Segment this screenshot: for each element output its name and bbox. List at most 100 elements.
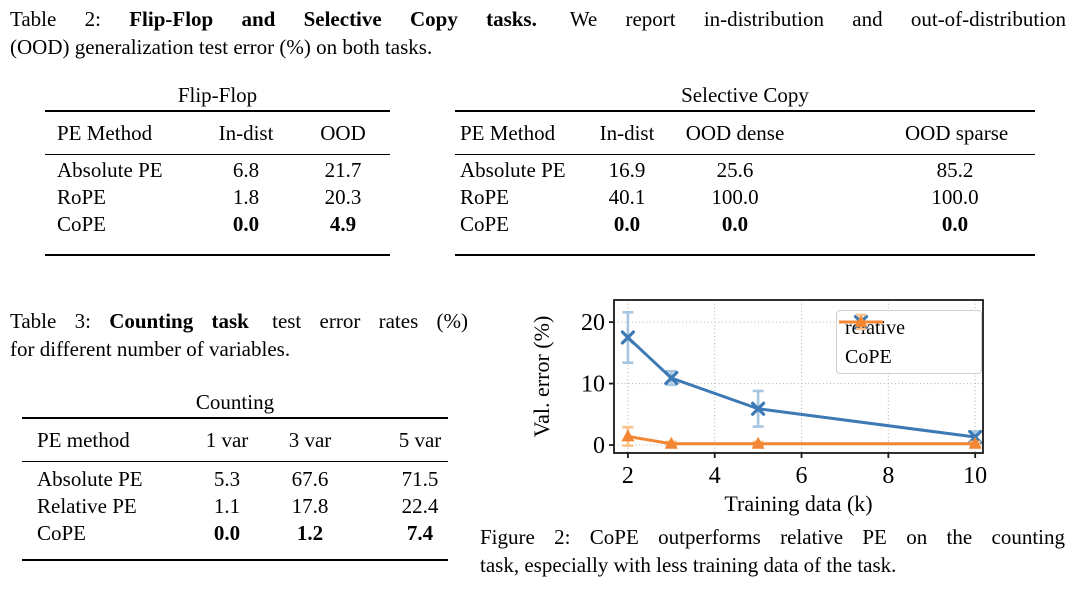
table-selective-title: Selective Copy <box>681 83 809 107</box>
header-cell: PE Method <box>460 121 556 145</box>
table3-caption-bold: Counting task <box>109 309 249 333</box>
cell: 4.9 <box>329 212 357 236</box>
cell: 25.6 <box>716 158 754 182</box>
svg-text:8: 8 <box>882 463 894 489</box>
table-counting-title: Counting <box>195 390 275 414</box>
cell: 17.8 <box>291 494 329 518</box>
cell: 100.0 <box>711 185 759 209</box>
table-selective-copy: Selective Copy PE Method In-dist OOD den… <box>455 83 1035 256</box>
svg-text:0: 0 <box>593 433 605 459</box>
table-flipflop-body: Absolute PE 6.8 21.7 RoPE 1.8 20.3 CoPE … <box>45 155 390 254</box>
table-counting-body: Absolute PE 5.3 67.6 71.5 Relative PE 1.… <box>22 462 448 559</box>
cell: 40.1 <box>608 185 646 209</box>
cell: 0.0 <box>721 212 749 236</box>
cell: 0.0 <box>232 212 260 236</box>
mid-rule <box>455 154 1035 155</box>
cell: 22.4 <box>401 494 439 518</box>
cell: RoPE <box>460 185 510 209</box>
legend-marker-cope-icon <box>839 313 883 331</box>
bottom-rule <box>455 254 1035 256</box>
table-row: Relative PE 1.1 17.8 22.4 <box>22 493 448 520</box>
cell: 21.7 <box>324 158 362 182</box>
cell: 1.2 <box>296 521 324 545</box>
cell: 100.0 <box>931 185 979 209</box>
table2-caption: Table 2: Flip-Flop and Selective Copy ta… <box>10 5 1066 61</box>
cell: 1.8 <box>232 185 260 209</box>
table-flipflop: Flip-Flop PE Method In-dist OOD Absolute… <box>45 83 390 256</box>
table-counting: Counting PE method 1 var 3 var 5 var Abs… <box>22 390 448 561</box>
table3-caption-rest: test error rates (%) <box>272 309 468 333</box>
table-selective-header-row: PE Method In-dist OOD dense OOD sparse <box>455 112 1035 154</box>
table3-caption: Table 3: Counting task test error rates … <box>10 307 468 363</box>
cell: 6.8 <box>232 158 260 182</box>
figure2-caption: Figure 2: CoPE outperforms relative PE o… <box>480 523 1065 579</box>
cell: CoPE <box>37 521 87 545</box>
table3-caption-prefix: Table 3: <box>10 309 91 333</box>
header-cell: OOD <box>320 121 366 145</box>
bottom-rule <box>45 254 390 256</box>
svg-text:6: 6 <box>796 463 808 489</box>
cell: 67.6 <box>291 467 329 491</box>
table-row: Absolute PE 5.3 67.6 71.5 <box>22 466 448 493</box>
header-cell: PE method <box>37 428 130 452</box>
table-flipflop-header-row: PE Method In-dist OOD <box>45 112 390 154</box>
header-cell: OOD dense <box>685 121 785 145</box>
table2-caption-rest: We report in-distribution and out-of-dis… <box>569 7 1067 31</box>
table-row: RoPE 1.8 20.3 <box>45 184 390 211</box>
cell: 0.0 <box>613 212 641 236</box>
cell: 0.0 <box>213 521 241 545</box>
cell: 85.2 <box>936 158 974 182</box>
legend-label: CoPE <box>845 345 892 368</box>
table2-caption-line1: Table 2: Flip-Flop and Selective Copy ta… <box>10 5 1066 33</box>
table-row: CoPE 0.0 4.9 <box>45 211 390 238</box>
cell: Absolute PE <box>460 158 566 182</box>
table3-caption-line2: for different number of variables. <box>10 337 291 361</box>
cell: Absolute PE <box>37 467 143 491</box>
cell: RoPE <box>57 185 107 209</box>
legend-item-cope: CoPE <box>839 313 981 370</box>
cell: 5.3 <box>213 467 241 491</box>
header-cell: OOD sparse <box>905 121 1009 145</box>
header-cell: 1 var <box>205 428 249 452</box>
cell: 71.5 <box>401 467 439 491</box>
cell: Relative PE <box>37 494 137 518</box>
figure2-caption-line1: Figure 2: CoPE outperforms relative PE o… <box>480 525 1065 549</box>
table-selective-body: Absolute PE 16.9 25.6 85.2 RoPE 40.1 100… <box>455 155 1035 254</box>
header-cell: In-dist <box>599 121 655 145</box>
svg-text:Training data (k): Training data (k) <box>724 491 872 516</box>
chart-legend: relative CoPE <box>836 310 982 374</box>
header-cell: 5 var <box>398 428 442 452</box>
svg-text:Val. error (%): Val. error (%) <box>530 316 554 438</box>
header-cell: In-dist <box>218 121 274 145</box>
table-row: Absolute PE 16.9 25.6 85.2 <box>455 157 1035 184</box>
cell: CoPE <box>57 212 107 236</box>
cell: Absolute PE <box>57 158 163 182</box>
table-flipflop-title: Flip-Flop <box>177 83 258 107</box>
top-rule <box>45 110 390 112</box>
table-counting-header-row: PE method 1 var 3 var 5 var <box>22 419 448 461</box>
svg-text:2: 2 <box>622 463 634 489</box>
svg-text:20: 20 <box>581 310 605 336</box>
cell: 7.4 <box>406 521 434 545</box>
svg-text:4: 4 <box>709 463 721 489</box>
mid-rule <box>22 461 448 462</box>
cell: 16.9 <box>608 158 646 182</box>
mid-rule <box>45 154 390 155</box>
top-rule <box>455 110 1035 112</box>
table2-caption-prefix: Table 2: <box>10 7 101 31</box>
figure-2: 2 4 6 8 10 0 10 20 Training data (k) Val. error (… <box>530 293 1063 523</box>
table-row: Absolute PE 6.8 21.7 <box>45 157 390 184</box>
header-cell: 3 var <box>288 428 332 452</box>
table2-caption-line2: (OOD) generalization test error (%) on b… <box>10 35 433 59</box>
table2-caption-bold: Flip-Flop and Selective Copy tasks. <box>129 7 537 31</box>
bottom-rule <box>22 559 448 561</box>
top-rule <box>22 417 448 419</box>
cell: 1.1 <box>213 494 241 518</box>
header-cell: PE Method <box>57 121 153 145</box>
table-row: CoPE 0.0 0.0 0.0 <box>455 211 1035 238</box>
figure2-caption-line2: task, especially with less training data… <box>480 553 897 577</box>
table-row: CoPE 0.0 1.2 7.4 <box>22 520 448 547</box>
svg-text:10: 10 <box>963 463 987 489</box>
table-row: RoPE 40.1 100.0 100.0 <box>455 184 1035 211</box>
